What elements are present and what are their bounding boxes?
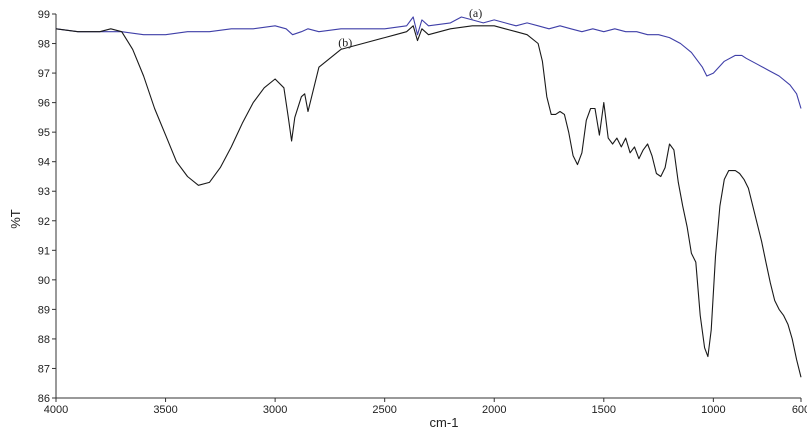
series-layer	[55, 16, 802, 378]
y-axis-label: %T	[8, 209, 23, 229]
x-axis-label: cm-1	[430, 415, 459, 430]
y-tick-label: 95	[38, 127, 50, 139]
x-tick-label: 2000	[482, 404, 506, 416]
y-tick-label: 99	[38, 9, 50, 21]
annotation-layer: (a) (b)	[338, 6, 482, 50]
y-tick-label: 96	[38, 98, 50, 110]
y-tick-label: 89	[38, 304, 50, 316]
x-tick-label: 1500	[592, 404, 616, 416]
series-line-b	[55, 25, 802, 378]
y-tick-label: 97	[38, 68, 50, 80]
y-tick-label: 87	[38, 363, 50, 375]
x-tick-label: 1000	[701, 404, 725, 416]
series-annotation: (b)	[338, 35, 352, 49]
x-tick-label: 3500	[153, 404, 177, 416]
y-tick-label: 94	[38, 157, 50, 169]
x-tick-label: 3000	[263, 404, 287, 416]
y-tick-label: 86	[38, 393, 50, 405]
series-line-a	[55, 16, 802, 109]
series-annotation: (a)	[469, 6, 482, 20]
y-tick-label: 90	[38, 275, 50, 287]
y-tick-label: 88	[38, 334, 50, 346]
x-tick-label: 4000	[44, 404, 68, 416]
x-tick-label: 2500	[372, 404, 396, 416]
y-tick-label: 91	[38, 245, 50, 257]
axes: 4000 3500 3000 2500 2000 1500 1000 600 86 87 88 89 9…	[38, 9, 807, 416]
x-tick-label: 600	[792, 404, 807, 416]
y-tick-label: 93	[38, 186, 50, 198]
y-tick-label: 98	[38, 39, 50, 51]
y-tick-label: 92	[38, 216, 50, 228]
